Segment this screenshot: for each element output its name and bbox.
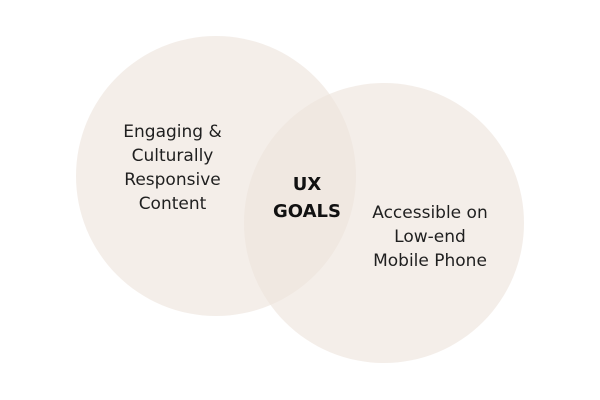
right-label-line-1: Accessible on <box>372 203 488 223</box>
right-circle-label: Accessible on Low-end Mobile Phone <box>360 201 500 273</box>
center-label-line-1: UX <box>292 174 322 195</box>
center-label-line-2: GOALS <box>273 201 341 222</box>
left-circle-label: Engaging & Culturally Responsive Content <box>105 120 240 216</box>
left-label-line-1: Engaging & <box>123 122 222 142</box>
left-label-line-2: Culturally <box>131 146 214 166</box>
left-label-line-3: Responsive <box>124 170 221 190</box>
center-label: UX GOALS <box>247 171 367 225</box>
circle-right <box>244 83 524 363</box>
right-label-line-2: Low-end <box>394 227 466 247</box>
right-label-line-3: Mobile Phone <box>373 251 487 271</box>
left-label-line-4: Content <box>138 194 207 214</box>
